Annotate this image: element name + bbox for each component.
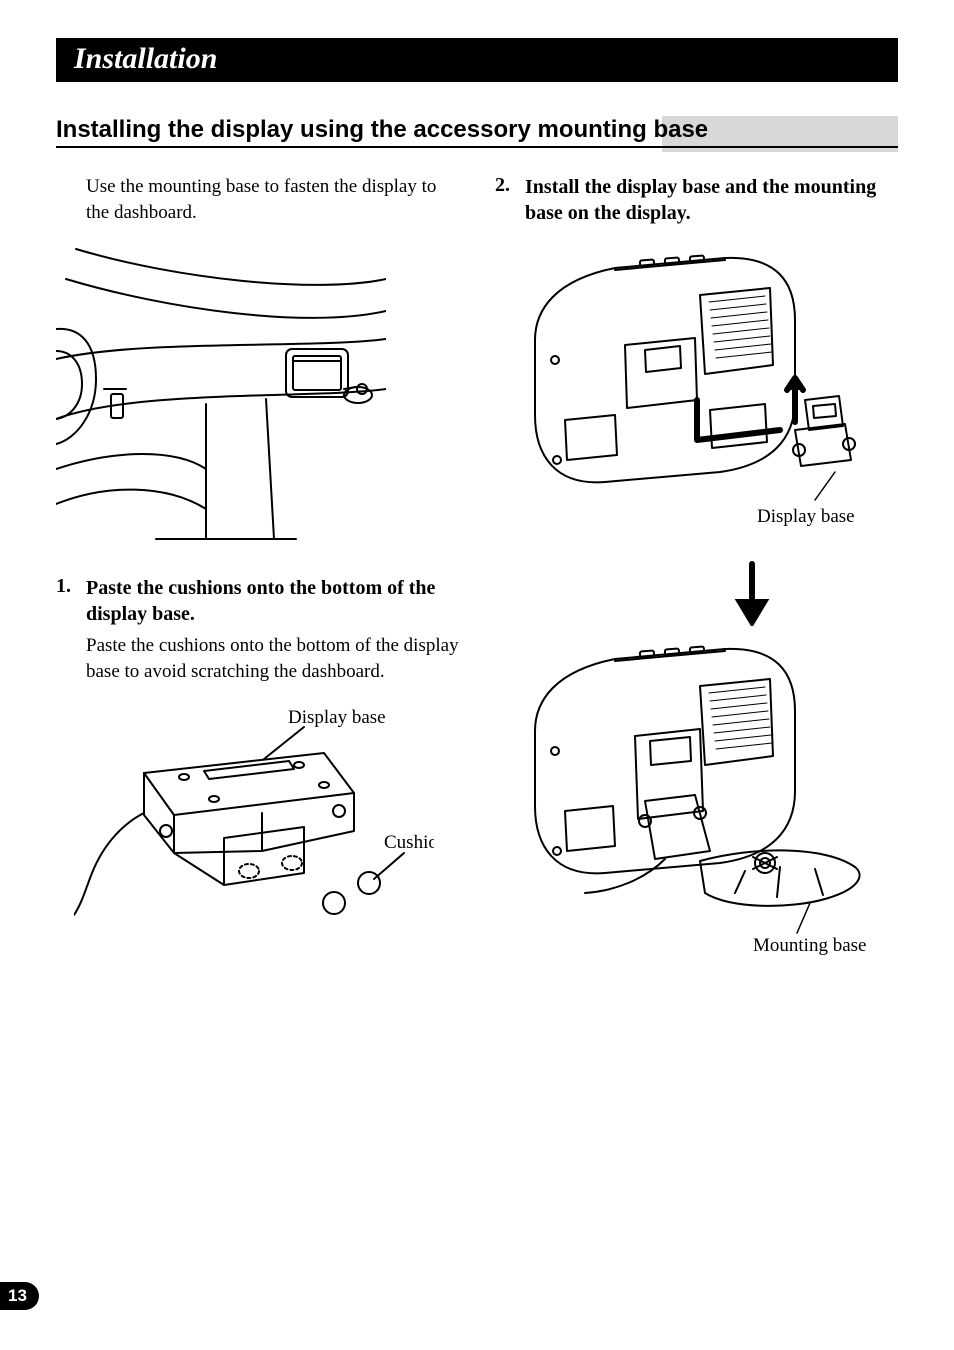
callout-display-base-2: Display base [757, 506, 855, 527]
left-column: Use the mounting base to fasten the disp… [56, 174, 459, 981]
step-2-number: 2. [495, 174, 515, 232]
figure-assembly-bottom: Mounting base [495, 641, 898, 961]
step-2: 2. Install the display base and the moun… [495, 174, 898, 232]
figure-display-base: Display base Cushions [74, 703, 459, 923]
right-column: 2. Install the display base and the moun… [495, 174, 898, 981]
figure-assembly-top: Display base [495, 250, 898, 550]
step-2-title: Install the display base and the mountin… [525, 174, 898, 226]
step-1: 1. Paste the cushions onto the bottom of… [56, 575, 459, 684]
step-1-title: Paste the cushions onto the bottom of th… [86, 575, 459, 627]
two-column-layout: Use the mounting base to fasten the disp… [56, 174, 898, 981]
page-number: 13 [0, 1282, 39, 1310]
callout-cushions: Cushions [384, 832, 434, 853]
step-1-number: 1. [56, 575, 76, 684]
banner-title: Installation [56, 38, 898, 82]
callout-display-base: Display base [288, 707, 386, 728]
step-1-text: Paste the cushions onto the bottom of th… [86, 633, 459, 684]
figure-dashboard [56, 239, 459, 549]
section-heading: Installing the display using the accesso… [56, 116, 898, 148]
arrow-down-icon [605, 560, 898, 631]
intro-text: Use the mounting base to fasten the disp… [86, 174, 459, 225]
callout-mounting-base: Mounting base [753, 935, 866, 956]
